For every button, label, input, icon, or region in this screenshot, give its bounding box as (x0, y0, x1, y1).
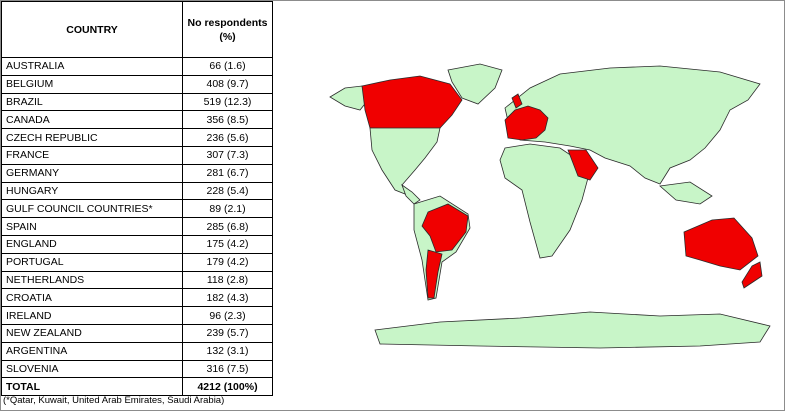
saudi-arabia (567, 149, 599, 181)
respondents-cell: 307 (7.3) (182, 145, 273, 165)
table-row: CZECH REPUBLIC 236 (5.6) (1, 128, 273, 147)
country-cell: BRAZIL (1, 92, 183, 112)
total-row: TOTAL 4212 (100%) (1, 377, 273, 397)
australia (683, 217, 759, 271)
western-europe (504, 105, 549, 141)
country-cell: GERMANY (1, 163, 183, 183)
central-america (401, 183, 421, 205)
respondents-cell: 132 (3.1) (182, 341, 273, 361)
respondents-cell: 96 (2.3) (182, 306, 273, 325)
country-cell: FRANCE (1, 145, 183, 165)
respondents-cell: 118 (2.8) (182, 270, 273, 290)
africa (499, 143, 589, 259)
brazil (421, 203, 469, 253)
respondents-cell: 356 (8.5) (182, 110, 273, 130)
table-row: FRANCE 307 (7.3) (1, 145, 273, 165)
respondents-cell: 66 (1.6) (182, 57, 273, 76)
canada (361, 75, 463, 131)
respondents-cell: 239 (5.7) (182, 323, 273, 343)
header-cell: COUNTRY (1, 1, 183, 58)
country-cell: AUSTRALIA (1, 57, 183, 76)
country-cell: GULF COUNCIL COUNTRIES* (1, 199, 183, 219)
country-cell: CZECH REPUBLIC (1, 128, 183, 147)
country-cell: ENGLAND (1, 234, 183, 254)
country-cell: NEW ZEALAND (1, 323, 183, 343)
uk-ireland (511, 93, 523, 109)
table-row: SPAIN 285 (6.8) (1, 217, 273, 236)
respondents-cell: 281 (6.7) (182, 163, 273, 183)
respondents-cell: 89 (2.1) (182, 199, 273, 219)
table-row: CANADA 356 (8.5) (1, 110, 273, 130)
country-cell: SPAIN (1, 217, 183, 236)
country-cell: BELGIUM (1, 74, 183, 94)
respondents-cell: 182 (4.3) (182, 288, 273, 308)
table-row: BRAZIL 519 (12.3) (1, 92, 273, 112)
table-row: GERMANY 281 (6.7) (1, 163, 273, 183)
table-row: ARGENTINA 132 (3.1) (1, 341, 273, 361)
table-row: HUNGARY 228 (5.4) (1, 181, 273, 201)
southeast-asia (659, 181, 713, 205)
antarctica (374, 311, 771, 349)
respondents-cell: 408 (9.7) (182, 74, 273, 94)
europe-asia (504, 65, 761, 185)
country-cell: ARGENTINA (1, 341, 183, 361)
country-cell: CROATIA (1, 288, 183, 308)
respondents-cell: 519 (12.3) (182, 92, 273, 112)
table-row: GULF COUNCIL COUNTRIES* 89 (2.1) (1, 199, 273, 219)
table-row: NETHERLANDS 118 (2.8) (1, 270, 273, 290)
respondents-table: COUNTRY No respondents (%) AUSTRALIA 66 (… (1, 1, 273, 397)
table-row: BELGIUM 408 (9.7) (1, 74, 273, 94)
country-cell: IRELAND (1, 306, 183, 325)
table-body: COUNTRY No respondents (%) AUSTRALIA 66 (… (1, 1, 273, 397)
greenland (447, 63, 503, 105)
table-row: CROATIA 182 (4.3) (1, 288, 273, 308)
respondents-cell: 316 (7.5) (182, 359, 273, 379)
usa-mexico (369, 127, 441, 197)
respondents-cell: 285 (6.8) (182, 217, 273, 236)
country-cell: SLOVENIA (1, 359, 183, 379)
table-row: AUSTRALIA 66 (1.6) (1, 57, 273, 76)
country-cell: NETHERLANDS (1, 270, 183, 290)
country-cell: PORTUGAL (1, 252, 183, 272)
header-row: COUNTRY No respondents (%) (1, 1, 273, 58)
new-zealand (741, 261, 763, 289)
respondents-cell: 179 (4.2) (182, 252, 273, 272)
footnote: (*Qatar, Kuwait, United Arab Emirates, S… (3, 395, 225, 406)
table-row: ENGLAND 175 (4.2) (1, 234, 273, 254)
respondents-cell: 175 (4.2) (182, 234, 273, 254)
argentina (425, 249, 443, 299)
country-cell: HUNGARY (1, 181, 183, 201)
respondents-cell: 228 (5.4) (182, 181, 273, 201)
country-cell: CANADA (1, 110, 183, 130)
table-row: PORTUGAL 179 (4.2) (1, 252, 273, 272)
table-row: IRELAND 96 (2.3) (1, 306, 273, 325)
table-row: SLOVENIA 316 (7.5) (1, 359, 273, 379)
header-cell: No respondents (%) (182, 1, 273, 58)
respondents-cell: 236 (5.6) (182, 128, 273, 147)
world-map (329, 63, 771, 349)
table-row: NEW ZEALAND 239 (5.7) (1, 323, 273, 343)
respondents-cell: 4212 (100%) (182, 377, 273, 397)
country-cell: TOTAL (1, 377, 183, 397)
